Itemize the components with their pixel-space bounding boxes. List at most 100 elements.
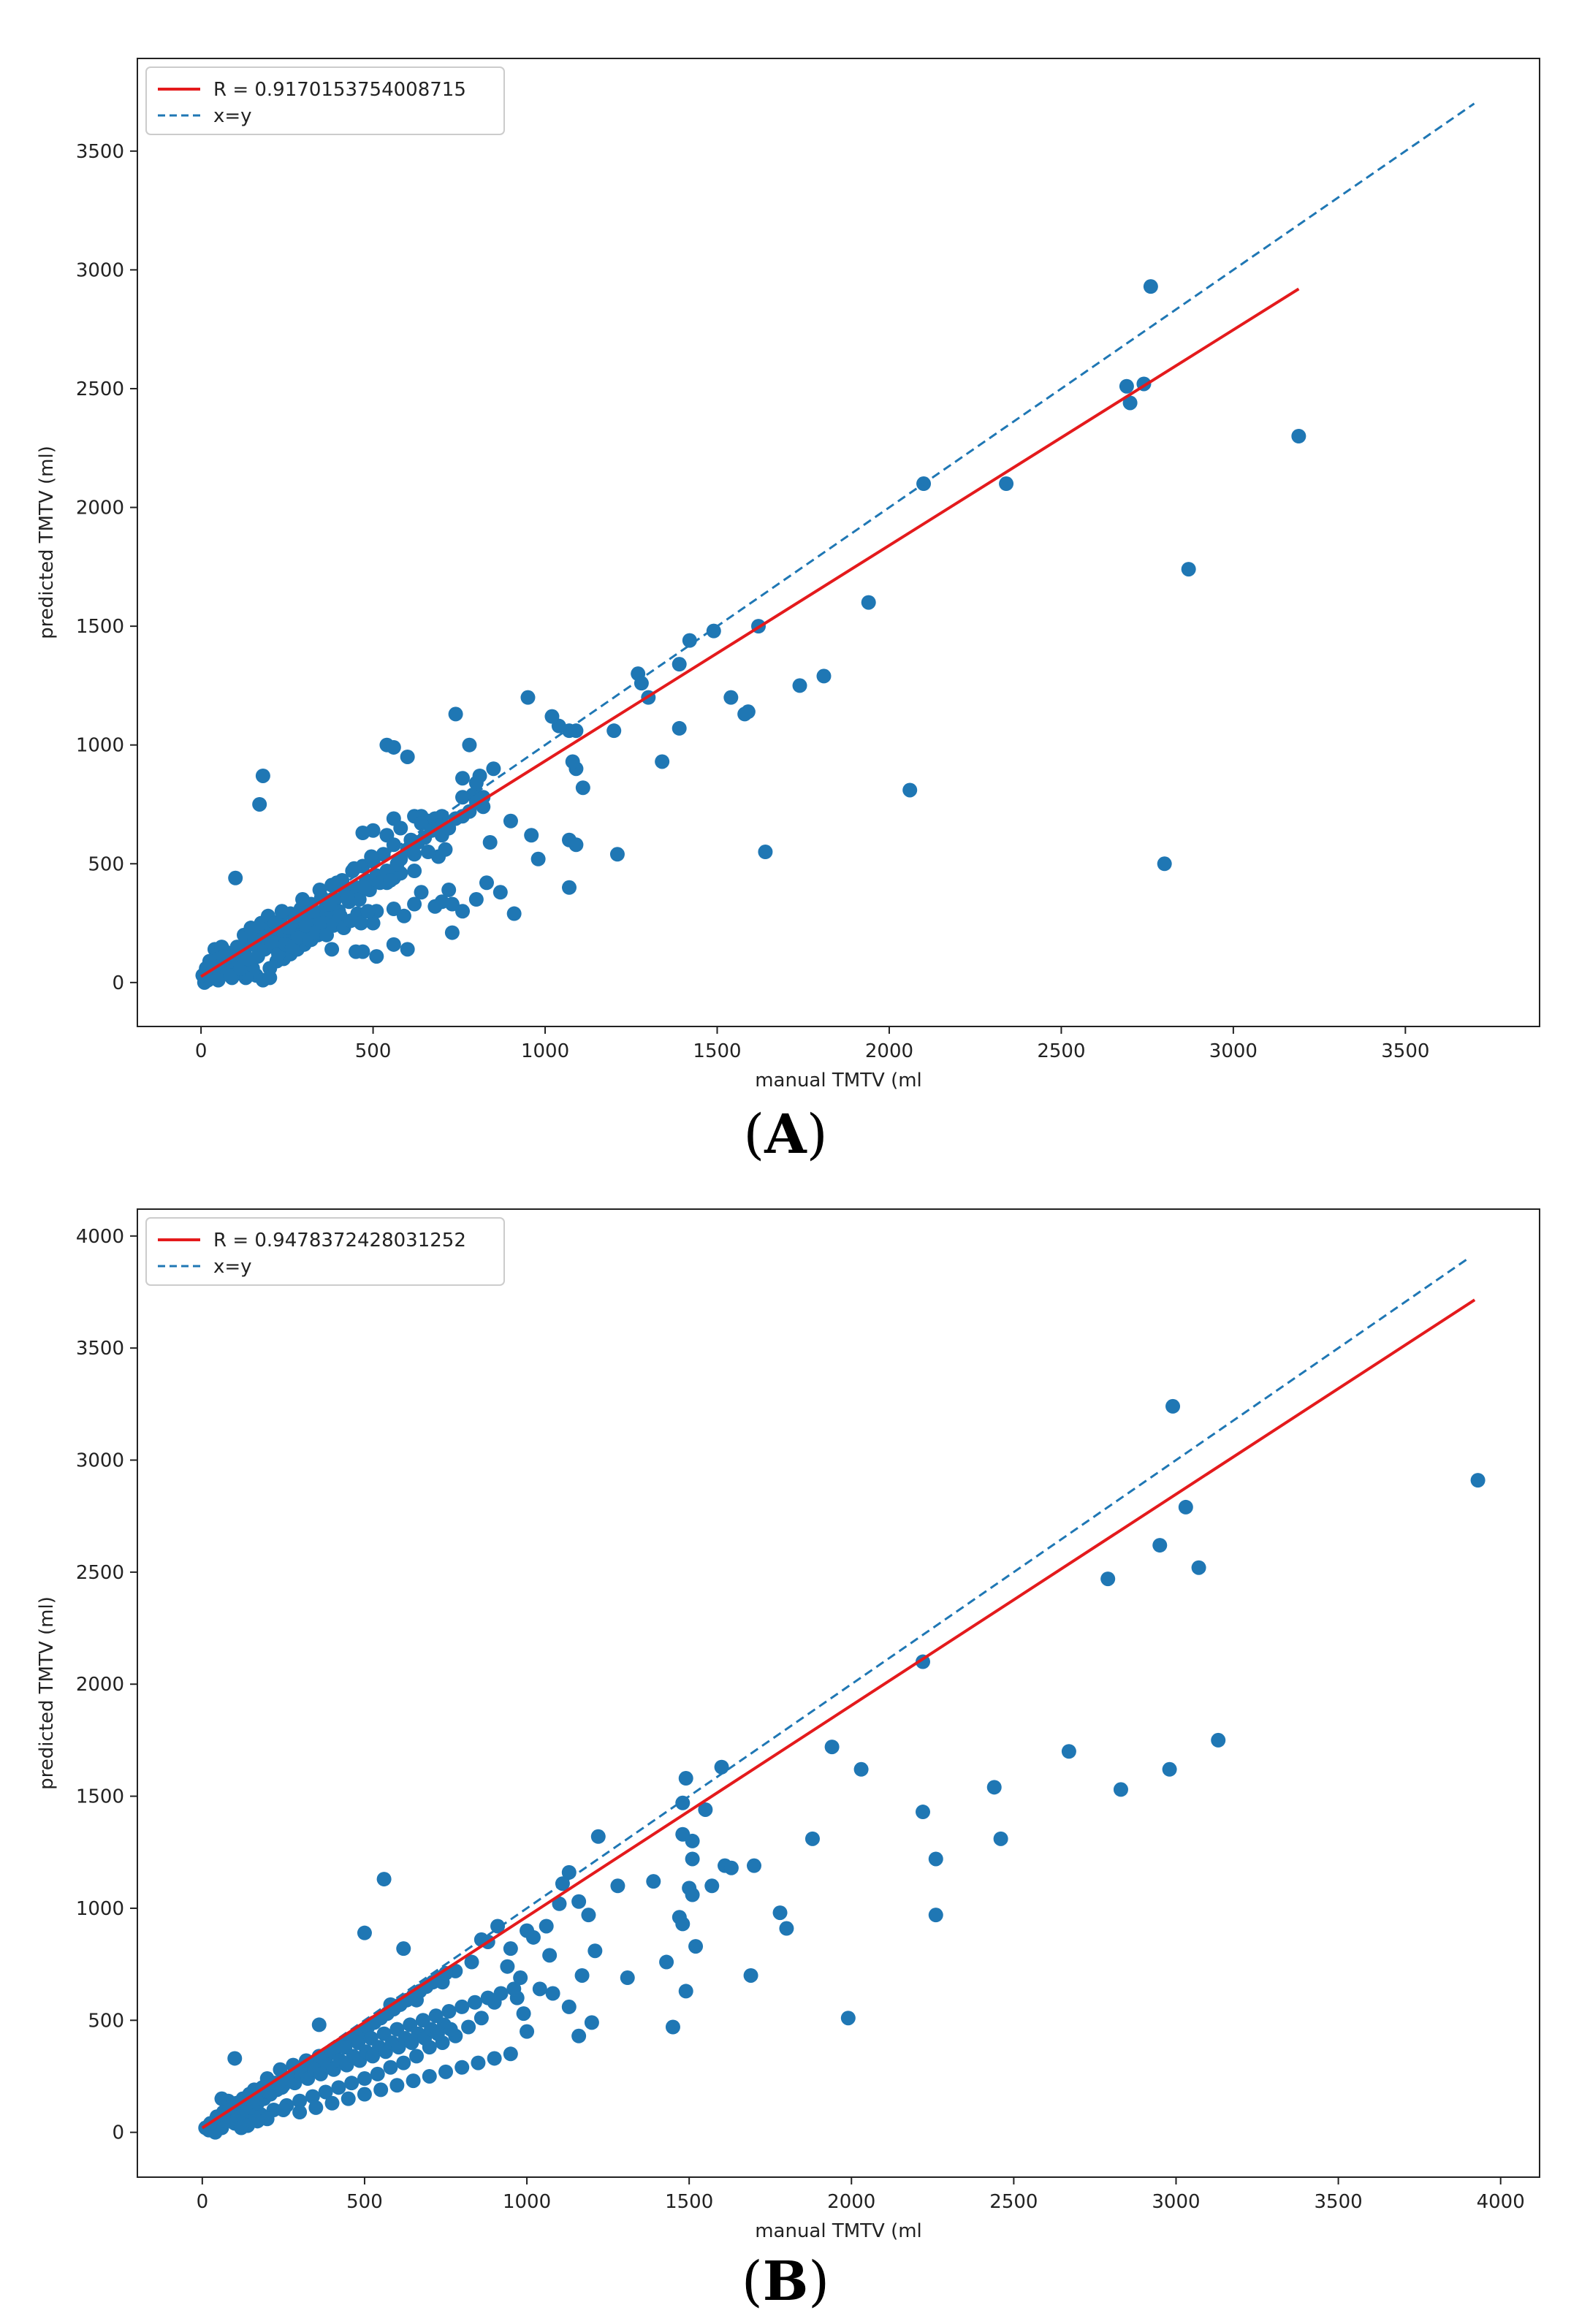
y-tick-label: 3500 <box>76 141 124 163</box>
data-point <box>737 706 753 722</box>
data-point <box>409 2049 425 2064</box>
data-point <box>688 1939 704 1954</box>
data-point <box>376 1872 392 1887</box>
data-point <box>414 885 429 900</box>
data-point <box>420 845 435 860</box>
data-point <box>234 2120 249 2136</box>
x-tick-label: 1500 <box>665 2191 713 2213</box>
y-tick-label: 3000 <box>76 1450 124 1472</box>
data-point <box>704 1878 720 1894</box>
data-point <box>561 1999 577 2014</box>
data-point <box>565 754 580 769</box>
data-point <box>422 2068 437 2084</box>
data-point <box>609 847 625 862</box>
data-point <box>407 847 422 862</box>
y-tick-label: 3500 <box>76 1338 124 1360</box>
data-point <box>461 2019 476 2035</box>
data-point <box>454 2060 470 2075</box>
data-point <box>396 908 411 923</box>
data-point <box>227 2051 243 2066</box>
y-tick-label: 2000 <box>76 498 124 519</box>
data-point <box>503 2046 518 2062</box>
chart-panel-a: 0 500 1000 1500 2000 2500 3000 3500 0 500 1000 1500… <box>36 58 1540 1166</box>
data-point <box>441 2004 457 2019</box>
data-point <box>646 1874 661 1889</box>
caption-a-letter: A <box>764 1103 807 1166</box>
y-tick-label: 2500 <box>76 1562 124 1584</box>
data-point <box>530 851 546 866</box>
x-axis-label: manual TMTV (ml <box>755 2220 922 2242</box>
data-point <box>520 2024 535 2039</box>
data-point <box>1211 1732 1226 1748</box>
data-point <box>467 1995 482 2010</box>
data-point <box>312 883 327 898</box>
x-tick-label: 1000 <box>503 2191 551 2213</box>
data-point <box>438 2064 454 2079</box>
data-point <box>520 690 536 705</box>
scatter-points <box>195 279 1306 990</box>
y-tick-label: 3000 <box>76 259 124 281</box>
data-point <box>318 2084 333 2100</box>
x-tick-label: 2000 <box>865 1040 913 1062</box>
data-point <box>928 1908 943 1923</box>
x-tick-label: 1500 <box>693 1040 741 1062</box>
data-point <box>575 780 590 796</box>
scatter-plot-b: 0 500 1000 1500 2000 2500 3000 3500 4000 0 500 1000… <box>36 1208 1540 2242</box>
data-point <box>915 1805 930 1820</box>
data-point <box>779 1921 794 1936</box>
caption-b: (B) <box>741 2250 830 2313</box>
data-point <box>678 1771 693 1786</box>
y-tick-label: 2500 <box>76 378 124 400</box>
data-point <box>493 1986 509 2001</box>
data-point <box>357 1925 372 1940</box>
data-point <box>274 904 289 919</box>
data-point <box>407 864 422 879</box>
data-point <box>355 826 370 840</box>
data-point <box>714 1759 729 1775</box>
data-point <box>568 837 584 853</box>
regression-line <box>201 1298 1476 2130</box>
data-point <box>357 880 372 895</box>
data-point <box>1100 1571 1116 1587</box>
data-point <box>386 739 401 755</box>
caption-a: (A) <box>743 1103 828 1166</box>
data-point <box>1152 1538 1168 1553</box>
data-point <box>840 2011 856 2026</box>
data-point <box>438 1965 454 1981</box>
data-point <box>792 678 807 693</box>
data-point <box>542 1948 558 1963</box>
data-point <box>389 2078 405 2093</box>
data-point <box>552 1896 567 1911</box>
data-point <box>414 815 429 831</box>
data-point <box>986 1780 1002 1795</box>
y-tick-label: 0 <box>112 972 124 994</box>
data-point <box>999 476 1014 492</box>
data-point <box>364 849 379 864</box>
data-point <box>292 2105 308 2120</box>
chart-panel-b: 0 500 1000 1500 2000 2500 3000 3500 4000 0 500 1000… <box>0 1162 1571 2324</box>
data-point <box>340 889 355 904</box>
data-point <box>462 737 477 753</box>
data-point <box>292 2093 308 2108</box>
data-point <box>1119 378 1134 394</box>
x-tick-label: 3000 <box>1209 1040 1258 1062</box>
data-point <box>383 2060 398 2075</box>
data-point <box>400 749 415 764</box>
data-point <box>252 796 267 812</box>
data-point <box>1113 1782 1128 1797</box>
x-axis-label: manual TMTV (ml <box>755 1070 922 1091</box>
identity-line <box>201 1257 1469 2133</box>
data-point <box>454 1999 470 2014</box>
data-point <box>448 706 463 722</box>
data-point <box>396 2055 411 2070</box>
data-point <box>685 1833 700 1848</box>
data-point <box>444 925 460 940</box>
y-tick-label: 500 <box>88 2010 124 2032</box>
data-point <box>928 1851 943 1867</box>
data-point <box>539 1919 554 1934</box>
y-tick-label: 1000 <box>76 1898 124 1920</box>
data-point <box>513 1970 528 1986</box>
data-point <box>584 2015 599 2030</box>
data-point <box>322 896 338 912</box>
data-point <box>1165 1398 1181 1414</box>
